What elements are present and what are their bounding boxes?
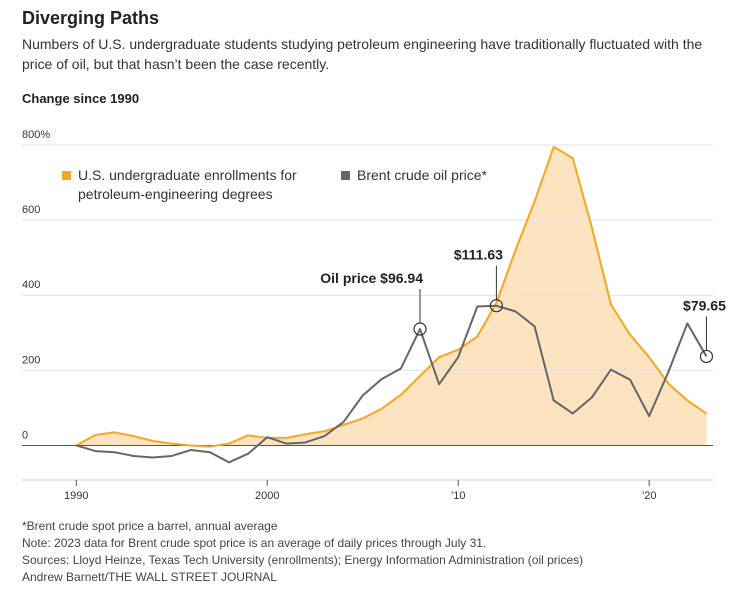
legend-swatch — [341, 171, 350, 180]
annotation-marker — [413, 322, 427, 336]
x-tick-label: 2000 — [255, 490, 279, 502]
subtitle: Numbers of U.S. undergraduate students s… — [22, 36, 703, 72]
notes: *Brent crude spot price a barrel, annual… — [22, 518, 583, 586]
legend-swatch — [62, 171, 71, 180]
y-tick-label: 200 — [22, 354, 40, 366]
annotation-marker — [489, 299, 503, 313]
annotation-label: $79.65 — [683, 297, 726, 313]
y-tick-label: 600 — [22, 204, 40, 216]
note: *Brent crude spot price a barrel, annual… — [22, 519, 278, 533]
y-tick-label: 0 — [22, 429, 28, 441]
x-tick-label: 1990 — [64, 490, 88, 502]
series-line — [76, 304, 708, 464]
y-axis-label: Change since 1990 — [22, 91, 140, 106]
note: Andrew Barnett/THE WALL STREET JOURNAL — [22, 570, 277, 584]
chart-title: Diverging Paths — [22, 8, 160, 28]
legend-label: Brent crude oil price* — [357, 167, 487, 183]
x-tick-label: ’10 — [451, 490, 466, 502]
x-tick-label: ’20 — [642, 490, 657, 502]
annotation-marker — [699, 349, 714, 364]
legend-label: U.S. undergraduate enrollments for petro… — [78, 167, 297, 202]
area — [76, 146, 707, 447]
annotation-label: $111.63 — [454, 247, 503, 263]
annotation-label: Oil price $96.94 — [320, 270, 423, 286]
note: Sources: Lloyd Heinze, Texas Tech Univer… — [22, 553, 584, 567]
series-line — [75, 145, 708, 448]
y-tick-label: 800% — [22, 129, 50, 141]
y-tick-label: 400 — [22, 279, 40, 291]
note: Note: 2023 data for Brent crude spot pri… — [22, 536, 487, 550]
